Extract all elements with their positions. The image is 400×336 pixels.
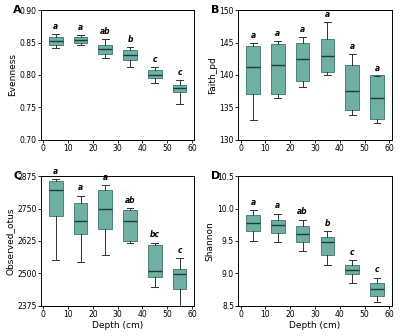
Y-axis label: Faith_pd: Faith_pd [208,56,217,94]
PathPatch shape [98,45,112,53]
Text: a: a [78,23,83,32]
X-axis label: Depth (cm): Depth (cm) [290,322,341,330]
Text: c: c [152,55,157,64]
Text: D: D [210,171,220,181]
PathPatch shape [98,191,112,229]
Text: b: b [127,35,133,44]
Text: A: A [13,5,22,15]
Text: a: a [53,22,58,31]
PathPatch shape [271,44,285,94]
PathPatch shape [370,75,384,119]
Text: c: c [350,248,354,257]
Text: ab: ab [125,196,135,205]
Y-axis label: Observed_otus: Observed_otus [6,207,14,275]
Text: a: a [250,198,256,207]
Text: c: c [375,265,379,275]
Text: a: a [275,202,280,210]
PathPatch shape [345,65,359,111]
PathPatch shape [173,85,186,92]
Text: C: C [13,171,21,181]
PathPatch shape [246,215,260,231]
PathPatch shape [148,245,162,277]
Text: a: a [250,31,256,40]
Text: c: c [177,246,182,255]
Text: B: B [210,5,219,15]
Text: b: b [325,219,330,228]
PathPatch shape [321,39,334,72]
Text: c: c [177,68,182,77]
PathPatch shape [123,50,137,60]
PathPatch shape [49,37,62,45]
PathPatch shape [370,283,384,296]
PathPatch shape [173,268,186,289]
Text: a: a [275,29,280,38]
Y-axis label: Evenness: Evenness [8,53,17,96]
PathPatch shape [271,219,285,233]
PathPatch shape [123,210,137,241]
PathPatch shape [74,203,87,235]
Text: a: a [300,25,305,34]
Text: a: a [78,183,83,193]
PathPatch shape [345,265,359,275]
PathPatch shape [296,43,310,81]
Text: a: a [325,10,330,19]
Text: a: a [53,167,58,175]
Text: ab: ab [297,207,308,216]
PathPatch shape [321,237,334,255]
Text: a: a [374,64,380,73]
X-axis label: Depth (cm): Depth (cm) [92,322,143,330]
PathPatch shape [148,70,162,78]
Y-axis label: Shannon: Shannon [206,221,214,261]
Text: bc: bc [150,230,160,240]
PathPatch shape [74,37,87,43]
PathPatch shape [246,46,260,94]
PathPatch shape [49,181,62,216]
PathPatch shape [296,226,310,242]
Text: a: a [103,173,108,182]
Text: a: a [350,42,355,51]
Text: ab: ab [100,27,111,36]
